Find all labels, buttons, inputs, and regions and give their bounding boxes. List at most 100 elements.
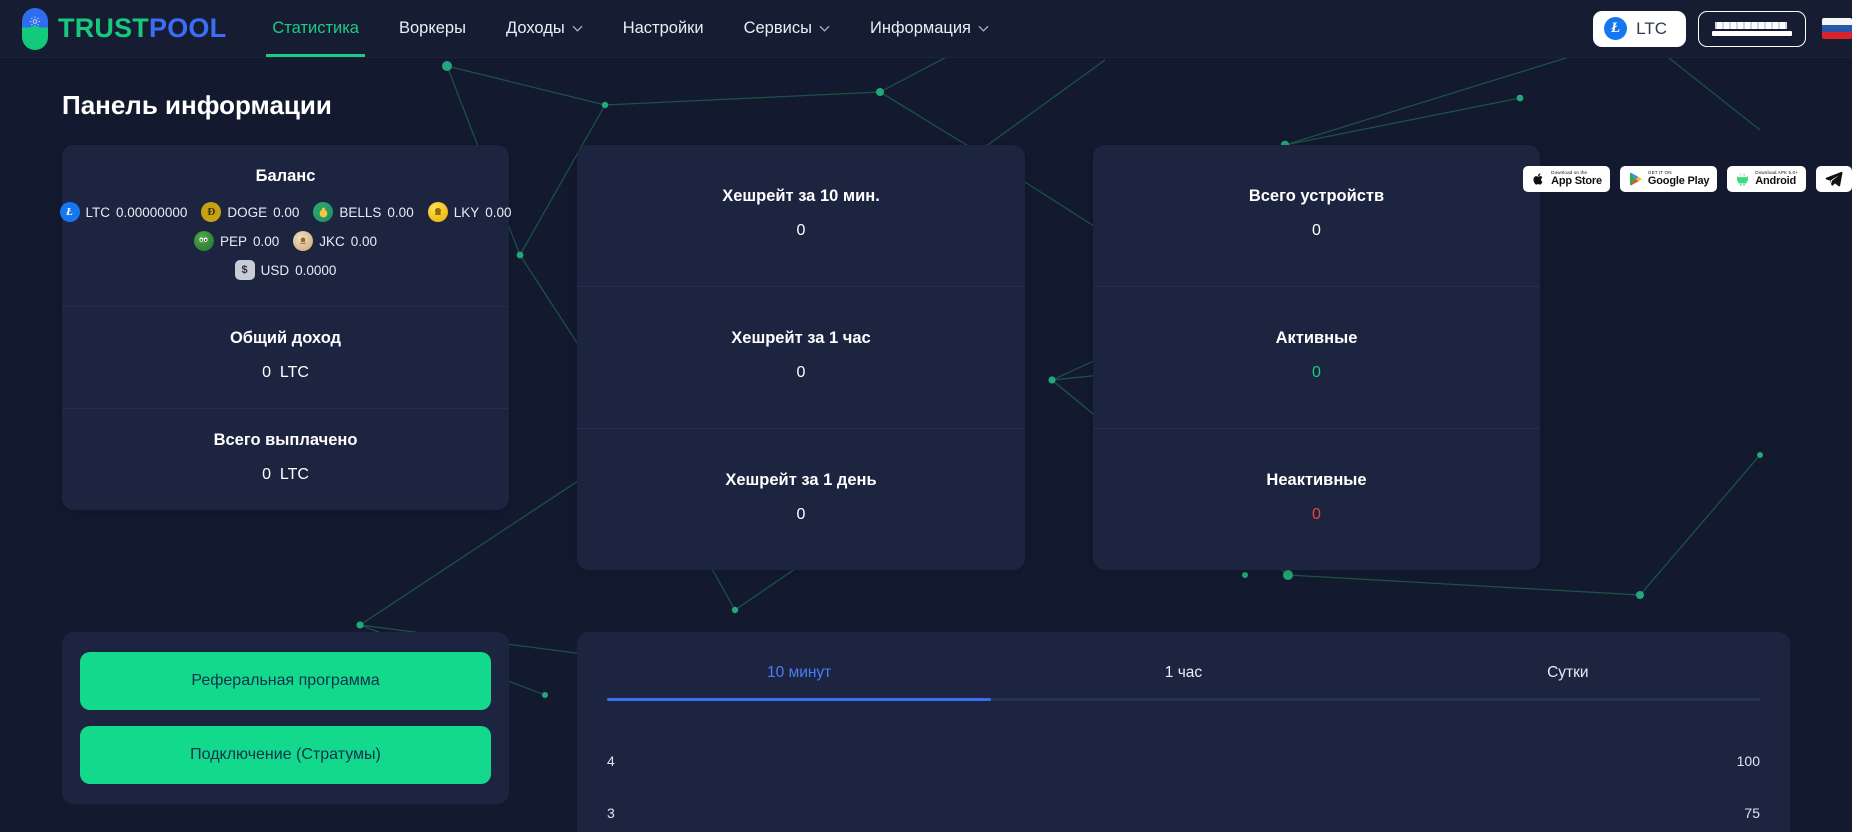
app-store-badge[interactable]: Download on the App Store bbox=[1523, 166, 1610, 192]
coin-name: BELLS bbox=[339, 204, 382, 220]
trustpool-logo-icon bbox=[22, 7, 48, 50]
navbar-right-controls: Ł LTC bbox=[1593, 10, 1852, 47]
page-content: Панель информации Download on the App St… bbox=[0, 90, 1852, 832]
coin-amount: 0.00000000 bbox=[116, 204, 188, 220]
usd-icon: $ bbox=[234, 260, 255, 280]
total-income-amount: 0 bbox=[262, 364, 271, 381]
total-paid-section: Всего выплачено 0 LTC bbox=[62, 408, 509, 510]
referral-program-button[interactable]: Реферальная программа bbox=[80, 652, 491, 710]
coin-item-doge: Ð DOGE 0.00 bbox=[201, 202, 299, 222]
user-account-button[interactable] bbox=[1698, 10, 1806, 47]
apple-icon bbox=[1533, 173, 1543, 185]
brand-text-first: TRUST bbox=[58, 13, 149, 43]
ru-flag-icon[interactable] bbox=[1822, 18, 1852, 39]
coin-amount: 0.00 bbox=[273, 204, 300, 220]
coin-amount: 0.0000 bbox=[295, 262, 337, 278]
hashrate-1day-section: Хешрейт за 1 день 0 bbox=[577, 428, 1025, 570]
nav-item-statistics[interactable]: Статистика bbox=[252, 0, 379, 57]
redacted-username bbox=[1712, 21, 1792, 36]
telegram-badge[interactable] bbox=[1816, 166, 1852, 192]
total-income-section: Общий доход 0 LTC bbox=[62, 306, 509, 408]
balance-section: Баланс Ł LTC 0.00000000 Ð DOGE 0.00 bbox=[59, 145, 512, 306]
pep-coin-icon bbox=[193, 231, 214, 251]
total-paid-unit: LTC bbox=[279, 466, 309, 483]
stratum-connection-button[interactable]: Подключение (Стратумы) bbox=[80, 726, 491, 784]
chevron-down-icon bbox=[978, 25, 989, 32]
quick-actions-card: Реферальная программа Подключение (Страт… bbox=[62, 632, 509, 804]
nav-item-income[interactable]: Доходы bbox=[486, 0, 603, 57]
devices-active-section: Активные 0 bbox=[1093, 286, 1540, 428]
coin-name: JKC bbox=[319, 233, 345, 249]
devices-inactive-section: Неактивные 0 bbox=[1093, 428, 1540, 570]
telegram-icon bbox=[1825, 171, 1843, 187]
tab-1-hour[interactable]: 1 час bbox=[1164, 664, 1203, 681]
coin-row: Ł LTC 0.00000000 Ð DOGE 0.00 bbox=[59, 202, 512, 222]
total-income-title: Общий доход bbox=[229, 329, 342, 347]
hashrate-1day-title: Хешрейт за 1 день bbox=[725, 471, 877, 489]
chart-canvas: 4 3 100 75 bbox=[607, 753, 1760, 832]
badge-large-text: Google Play bbox=[1647, 174, 1710, 187]
devices-active-title: Активные bbox=[1275, 329, 1358, 347]
chevron-down-icon bbox=[572, 25, 583, 32]
nav-label: Статистика bbox=[272, 19, 359, 37]
devices-total-value: 0 bbox=[1312, 222, 1321, 239]
bells-coin-icon bbox=[313, 202, 334, 222]
nav-item-settings[interactable]: Настройки bbox=[603, 0, 724, 57]
tab-indicator-fill bbox=[607, 698, 992, 701]
android-icon bbox=[1737, 173, 1749, 186]
doge-coin-icon: Ð bbox=[201, 202, 222, 222]
coin-name: PEP bbox=[219, 233, 247, 249]
nav-label: Сервисы bbox=[743, 19, 812, 37]
total-paid-title: Всего выплачено bbox=[213, 431, 358, 449]
ltc-coin-icon: Ł bbox=[1604, 17, 1628, 40]
badge-large-text: App Store bbox=[1551, 174, 1602, 187]
devices-total-section: Всего устройств 0 bbox=[1093, 145, 1540, 286]
nav-label: Воркеры bbox=[398, 19, 466, 37]
google-play-icon bbox=[1629, 172, 1642, 186]
ltc-coin-icon: Ł bbox=[59, 202, 80, 222]
badge-small-text: GET IT ON bbox=[1647, 169, 1672, 175]
nav-item-services[interactable]: Сервисы bbox=[724, 0, 850, 57]
coin-row: PEP 0.00 JKC 0.00 bbox=[193, 231, 378, 251]
devices-inactive-value: 0 bbox=[1312, 506, 1321, 523]
coin-name: USD bbox=[260, 262, 290, 278]
badge-large-text: Android bbox=[1755, 174, 1797, 187]
tab-indicator-track bbox=[607, 698, 1760, 701]
hashrate-10min-title: Хешрейт за 10 мин. bbox=[722, 187, 880, 205]
hashrate-chart-panel: 10 минут 1 час Сутки 4 3 100 75 bbox=[577, 632, 1790, 832]
chart-left-tick-0: 4 bbox=[607, 753, 615, 769]
tab-day[interactable]: Сутки bbox=[1547, 664, 1589, 681]
coin-item-usd: $ USD 0.0000 bbox=[234, 260, 337, 280]
coin-selector-label: LTC bbox=[1636, 18, 1667, 38]
hashrate-10min-value: 0 bbox=[796, 222, 806, 239]
coin-row: $ USD 0.0000 bbox=[234, 260, 337, 280]
total-income-value: 0 LTC bbox=[86, 364, 485, 382]
coin-name: DOGE bbox=[227, 204, 268, 220]
brand-logo[interactable]: TRUSTPOOL bbox=[22, 7, 226, 50]
coin-amount: 0.00 bbox=[252, 233, 280, 249]
hashrate-10min-section: Хешрейт за 10 мин. 0 bbox=[577, 145, 1025, 286]
devices-card: Всего устройств 0 Активные 0 Неактивные … bbox=[1093, 145, 1540, 570]
coin-amount: 0.00 bbox=[350, 233, 378, 249]
chevron-down-icon bbox=[819, 25, 830, 32]
chart-right-tick-0: 100 bbox=[1736, 753, 1760, 769]
coin-item-pep: PEP 0.00 bbox=[193, 231, 280, 251]
chart-period-tabs: 10 минут 1 час Сутки bbox=[607, 654, 1760, 698]
total-paid-amount: 0 bbox=[262, 466, 271, 483]
app-store-badges: Download on the App Store GET IT ON Goog… bbox=[1523, 166, 1852, 192]
android-apk-badge[interactable]: Download APK 5.0+ Android bbox=[1727, 166, 1806, 192]
tab-10-minutes[interactable]: 10 минут bbox=[767, 664, 832, 681]
hashrate-1day-value: 0 bbox=[796, 506, 806, 523]
google-play-badge[interactable]: GET IT ON Google Play bbox=[1619, 166, 1718, 192]
coin-amount: 0.00 bbox=[485, 204, 512, 220]
nav-label: Настройки bbox=[622, 19, 704, 37]
chart-right-tick-1: 75 bbox=[1744, 805, 1760, 821]
coin-amount: 0.00 bbox=[387, 204, 414, 220]
stats-cards-row: Баланс Ł LTC 0.00000000 Ð DOGE 0.00 bbox=[59, 145, 1790, 570]
brand-text: TRUSTPOOL bbox=[58, 13, 226, 44]
nav-item-information[interactable]: Информация bbox=[850, 0, 1009, 57]
chart-left-tick-1: 3 bbox=[607, 805, 615, 821]
coin-selector-button[interactable]: Ł LTC bbox=[1593, 10, 1686, 47]
nav-item-workers[interactable]: Воркеры bbox=[379, 0, 486, 57]
top-navbar: TRUSTPOOL Статистика Воркеры Доходы Наст… bbox=[0, 0, 1852, 58]
